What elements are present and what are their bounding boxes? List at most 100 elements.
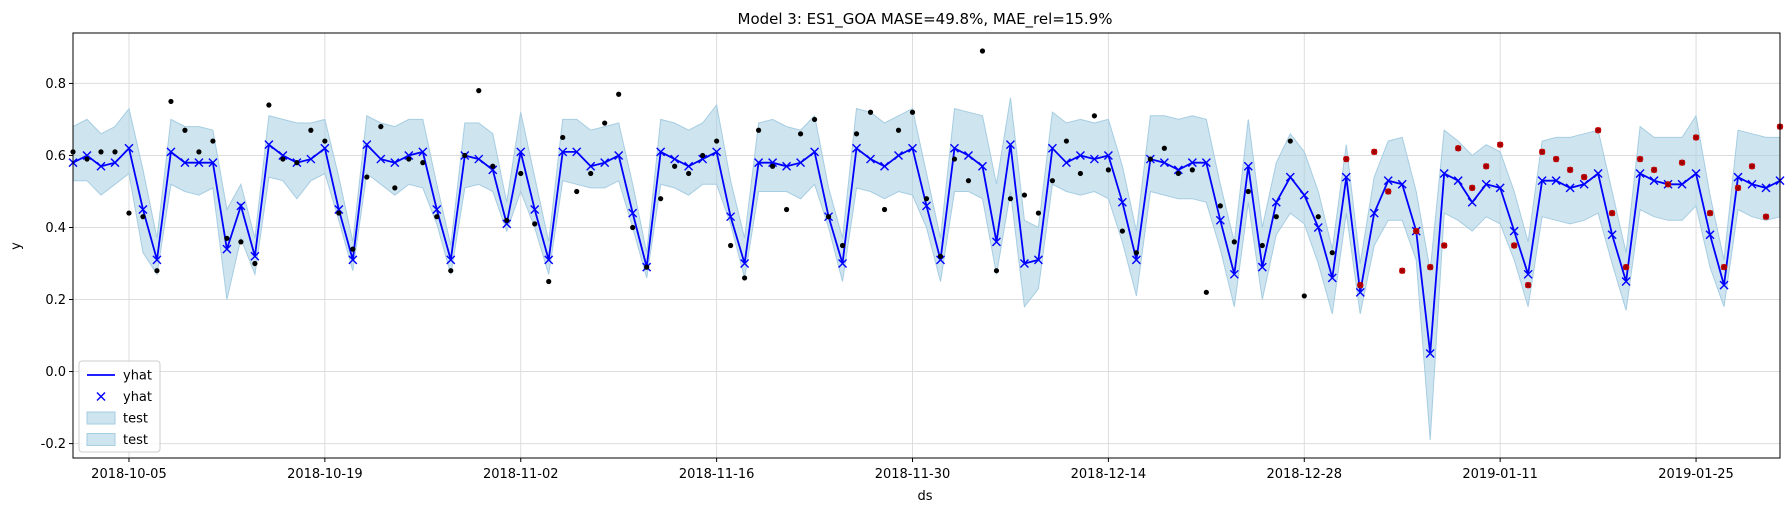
actual-point [839, 242, 846, 249]
yhat-marker [991, 237, 1001, 247]
actual-point [1161, 145, 1167, 151]
yhat-marker [1187, 158, 1197, 168]
yhat-marker [1215, 215, 1225, 225]
yhat-marker [362, 140, 372, 150]
actual-point [965, 178, 972, 184]
actual-points [70, 48, 1335, 299]
test-actual-cross [1539, 149, 1545, 155]
x-tick-label: 2018-10-05 [91, 467, 167, 482]
yhat-marker [180, 158, 190, 168]
actual-point [252, 260, 258, 267]
y-tick-label: 0.4 [45, 221, 66, 236]
actual-point [853, 131, 860, 137]
actual-point [769, 163, 776, 169]
test-actual-cross [1567, 167, 1573, 173]
plot-background [73, 33, 1780, 458]
actual-point [1231, 239, 1237, 245]
chart-title: Model 3: ES1_GOA MASE=49.8%, MAE_rel=15.… [738, 10, 1113, 29]
y-axis-label: y [9, 242, 24, 250]
actual-point [518, 170, 524, 177]
yhat-marker [1173, 165, 1183, 175]
yhat-marker [977, 161, 987, 171]
yhat-marker [1355, 287, 1365, 297]
actual-point [1203, 289, 1209, 295]
actual-point [294, 160, 300, 166]
actual-point [1189, 167, 1195, 173]
actual-point [742, 275, 748, 281]
yhat-marker [1397, 179, 1407, 189]
actual-point [881, 206, 888, 213]
yhat-marker [880, 161, 890, 171]
actual-point [266, 102, 272, 108]
yhat-marker [1635, 168, 1645, 178]
legend-box [78, 360, 161, 453]
x-tick-label: 2019-01-11 [1462, 467, 1538, 482]
actual-point [504, 217, 510, 223]
y-tick-label: 0.6 [45, 149, 66, 164]
actual-point [1259, 242, 1265, 249]
yhat-marker [908, 143, 918, 153]
yhat-marker [1439, 168, 1449, 178]
yhat-marker [1649, 176, 1659, 186]
yhat-marker [82, 150, 92, 160]
yhat-marker [614, 150, 624, 160]
test-actual-cross [1441, 242, 1448, 249]
test-actual-cross [1651, 167, 1657, 173]
yhat-marker [1719, 280, 1729, 290]
actual-point [168, 98, 174, 105]
y-tick-label: 0.8 [45, 77, 66, 92]
actual-point [350, 246, 356, 252]
yhat-marker [334, 204, 344, 214]
yhat-marker [544, 255, 554, 265]
y-tick-label: 0.2 [45, 293, 66, 308]
actual-point [1119, 228, 1125, 234]
yhat-marker [712, 147, 722, 157]
test-actual-cross [1721, 264, 1727, 270]
yhat-marker [698, 154, 708, 164]
actual-point [895, 127, 902, 133]
actual-point [783, 206, 790, 213]
yhat-marker [1495, 183, 1505, 193]
yhat-marker [1117, 197, 1127, 207]
yhat-marker [1005, 140, 1015, 150]
actual-point [112, 149, 118, 155]
yhat-marker [1761, 183, 1771, 193]
actual-point [1133, 250, 1139, 256]
yhat-marker [152, 255, 162, 265]
test-actual-cross [1497, 141, 1504, 148]
yhat-marker [796, 158, 806, 168]
yhat-marker [446, 255, 456, 265]
actual-point [979, 48, 986, 54]
test-actual-cross [1763, 213, 1769, 220]
actual-point [825, 214, 832, 220]
legend-label: test [123, 412, 148, 427]
yhat-marker [1467, 197, 1477, 207]
actual-point [1287, 138, 1293, 144]
yhat-marker [488, 165, 498, 175]
yhat-marker [586, 161, 596, 171]
actual-point [322, 138, 328, 144]
yhat-marker [1579, 179, 1589, 189]
yhat-marker [418, 147, 428, 157]
yhat-marker [1551, 176, 1561, 186]
test-actual-cross [1511, 242, 1518, 249]
yhat-marker [1369, 208, 1379, 218]
actual-point [700, 152, 706, 159]
test-actual-cross [1637, 156, 1643, 162]
actual-point [462, 152, 468, 159]
test-actual-cross [1399, 267, 1406, 274]
legend-label: yhat [123, 369, 152, 384]
yhat-marker [935, 255, 945, 265]
yhat-marker [572, 147, 582, 157]
actual-point [644, 264, 650, 270]
yhat-marker [1747, 179, 1757, 189]
test-actual-cross [1693, 134, 1699, 141]
yhat-marker [1327, 273, 1337, 283]
yhat-marker [852, 143, 862, 153]
actual-point [588, 170, 594, 177]
yhat-marker [1677, 179, 1687, 189]
actual-point [434, 214, 440, 220]
yhat-marker [404, 150, 414, 160]
yhat-marker [600, 158, 610, 168]
